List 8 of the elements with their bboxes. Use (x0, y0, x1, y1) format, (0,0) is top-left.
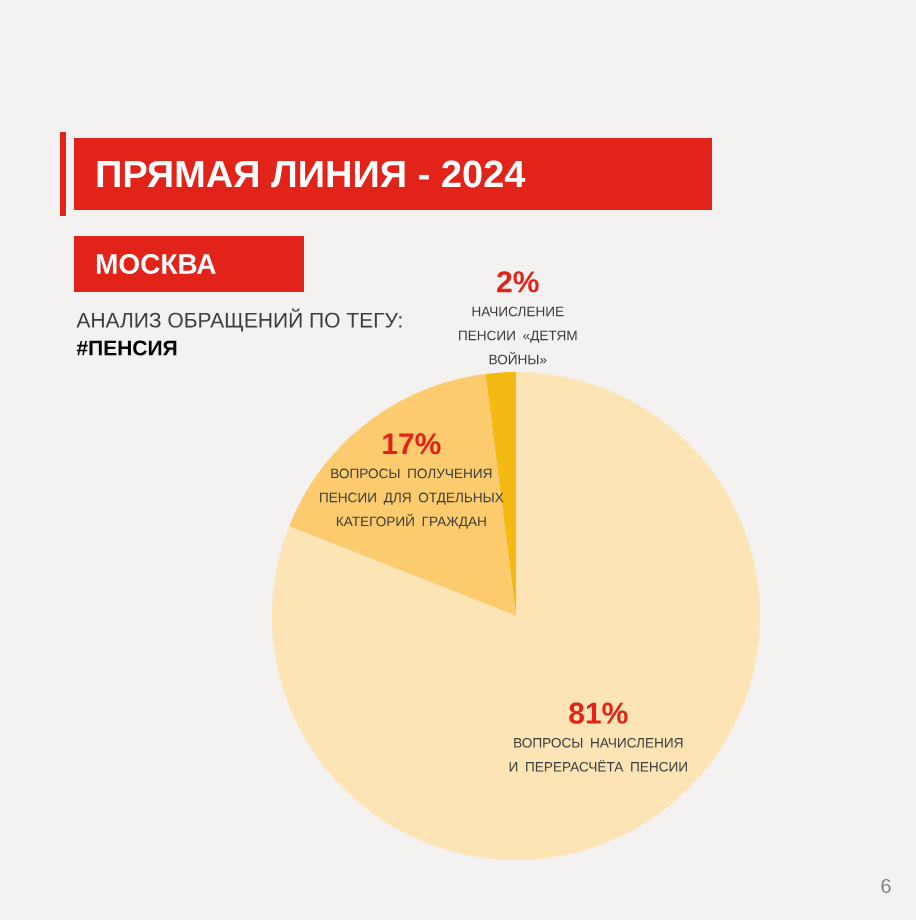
data-label: 81% (569, 702, 628, 724)
text: АНАЛИЗ ОБРАЩЕНИЙ ПО ТЕГУ: (76, 308, 402, 332)
text: 6 (881, 878, 891, 894)
data-label: 2% (497, 271, 539, 293)
chart-title: ПРЯМАЯ ЛИНИЯ - 2024 (97, 160, 526, 188)
chart-subtitle: МОСКВА (96, 254, 216, 274)
text: #ПЕНСИЯ (76, 340, 177, 356)
data-label: 17% (383, 433, 441, 455)
